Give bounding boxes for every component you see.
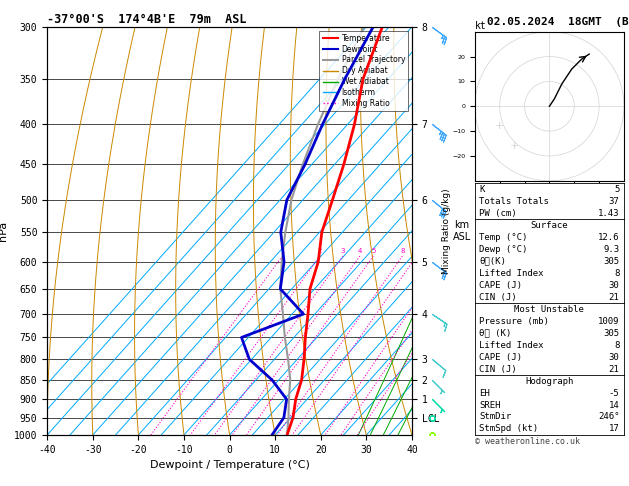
X-axis label: Dewpoint / Temperature (°C): Dewpoint / Temperature (°C) xyxy=(150,460,309,470)
Text: Most Unstable: Most Unstable xyxy=(515,305,584,313)
Text: StmSpd (kt): StmSpd (kt) xyxy=(479,424,538,434)
Text: Totals Totals: Totals Totals xyxy=(479,197,549,206)
Text: Dewp (°C): Dewp (°C) xyxy=(479,245,528,254)
Text: 14: 14 xyxy=(609,400,620,410)
Text: StmDir: StmDir xyxy=(479,413,511,421)
Text: 8: 8 xyxy=(400,248,404,254)
Text: 1: 1 xyxy=(280,248,285,254)
Text: Surface: Surface xyxy=(531,221,568,230)
Text: Hodograph: Hodograph xyxy=(525,377,574,385)
Text: 21: 21 xyxy=(609,293,620,302)
Text: 30: 30 xyxy=(609,281,620,290)
Text: Mixing Ratio (g/kg): Mixing Ratio (g/kg) xyxy=(442,188,451,274)
Text: Temp (°C): Temp (°C) xyxy=(479,233,528,242)
Text: PW (cm): PW (cm) xyxy=(479,209,517,218)
Text: 1009: 1009 xyxy=(598,317,620,326)
Text: 10: 10 xyxy=(412,248,421,254)
Text: CIN (J): CIN (J) xyxy=(479,293,517,302)
Text: EH: EH xyxy=(479,388,490,398)
Text: 305: 305 xyxy=(603,329,620,338)
Text: CIN (J): CIN (J) xyxy=(479,364,517,374)
Text: 1.43: 1.43 xyxy=(598,209,620,218)
Text: 4: 4 xyxy=(358,248,362,254)
Text: kt: kt xyxy=(475,21,487,31)
Text: -5: -5 xyxy=(609,388,620,398)
Text: SREH: SREH xyxy=(479,400,501,410)
Text: K: K xyxy=(479,185,485,194)
Text: 8: 8 xyxy=(614,269,620,278)
Text: Pressure (mb): Pressure (mb) xyxy=(479,317,549,326)
Text: 37: 37 xyxy=(609,197,620,206)
Text: +: + xyxy=(510,141,520,151)
Text: 8: 8 xyxy=(614,341,620,349)
Text: Lifted Index: Lifted Index xyxy=(479,269,544,278)
Legend: Temperature, Dewpoint, Parcel Trajectory, Dry Adiabat, Wet Adiabat, Isotherm, Mi: Temperature, Dewpoint, Parcel Trajectory… xyxy=(320,31,408,111)
Text: +: + xyxy=(495,121,504,131)
Text: CAPE (J): CAPE (J) xyxy=(479,353,522,362)
Text: 12.6: 12.6 xyxy=(598,233,620,242)
Text: 246°: 246° xyxy=(598,413,620,421)
Text: © weatheronline.co.uk: © weatheronline.co.uk xyxy=(475,437,580,446)
Text: 02.05.2024  18GMT  (Base: 12): 02.05.2024 18GMT (Base: 12) xyxy=(487,17,629,27)
Y-axis label: km
ASL: km ASL xyxy=(452,220,470,242)
Text: 17: 17 xyxy=(609,424,620,434)
Text: 9.3: 9.3 xyxy=(603,245,620,254)
Text: Lifted Index: Lifted Index xyxy=(479,341,544,349)
Text: 2: 2 xyxy=(318,248,322,254)
Text: θᴇ (K): θᴇ (K) xyxy=(479,329,511,338)
Text: -37°00'S  174°4B'E  79m  ASL: -37°00'S 174°4B'E 79m ASL xyxy=(47,13,247,26)
Text: 5: 5 xyxy=(614,185,620,194)
Text: 5: 5 xyxy=(371,248,376,254)
Text: 3: 3 xyxy=(341,248,345,254)
Text: θᴇ(K): θᴇ(K) xyxy=(479,257,506,266)
Text: 21: 21 xyxy=(609,364,620,374)
Y-axis label: hPa: hPa xyxy=(0,221,8,241)
Text: 30: 30 xyxy=(609,353,620,362)
Text: CAPE (J): CAPE (J) xyxy=(479,281,522,290)
Text: 305: 305 xyxy=(603,257,620,266)
